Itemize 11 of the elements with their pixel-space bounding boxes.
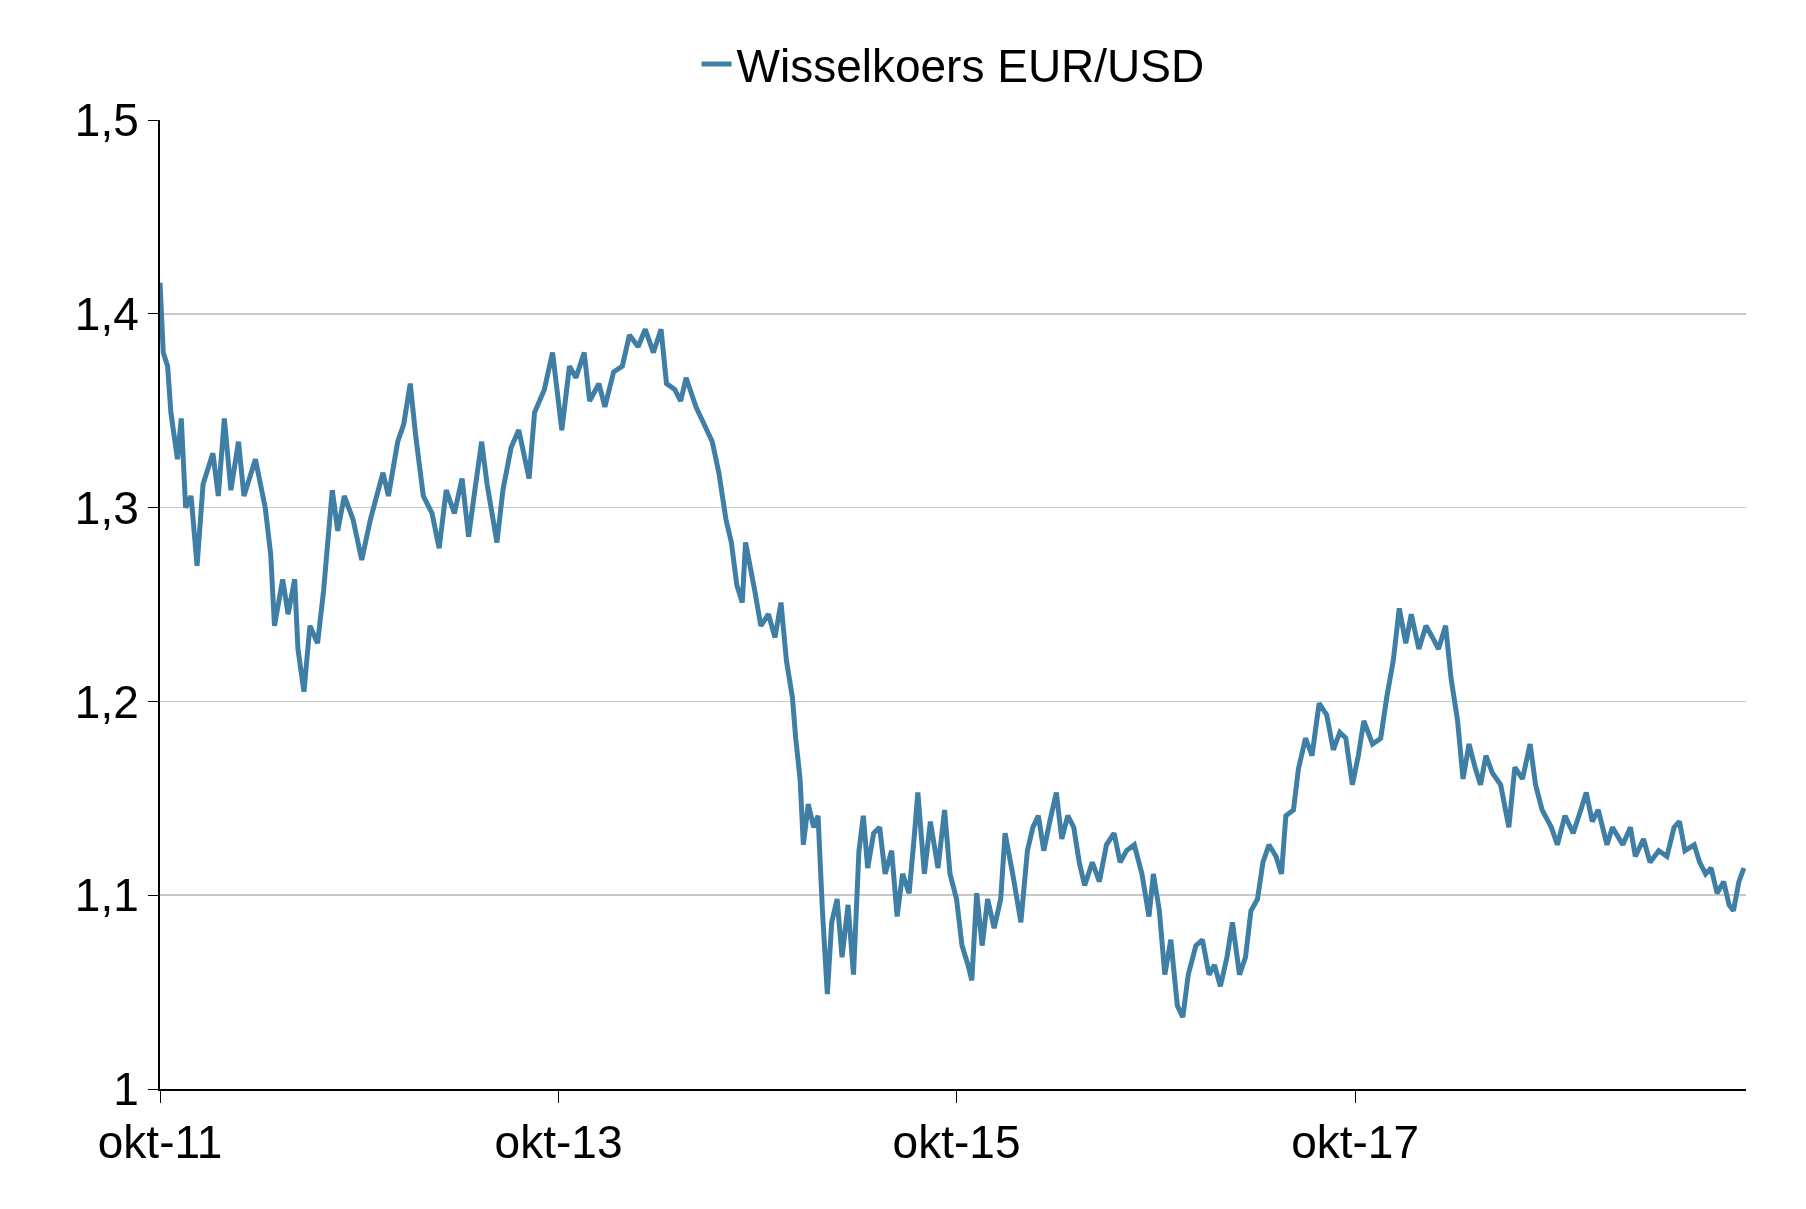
x-tick-label: okt-11 bbox=[97, 1116, 223, 1169]
y-tick-label: 1,5 bbox=[74, 94, 139, 147]
y-tick-label: 1 bbox=[113, 1063, 139, 1116]
x-tick-label: okt-15 bbox=[892, 1116, 1021, 1169]
y-tick-label: 1,3 bbox=[74, 481, 139, 534]
x-tick-label: okt-13 bbox=[494, 1116, 623, 1169]
x-tick-label: okt-17 bbox=[1291, 1116, 1420, 1169]
legend-label: Wisselkoers EUR/USD bbox=[736, 39, 1205, 92]
y-tick-label: 1,1 bbox=[74, 869, 139, 922]
y-tick-label: 1,2 bbox=[74, 675, 139, 728]
y-tick-label: 1,4 bbox=[74, 287, 139, 340]
